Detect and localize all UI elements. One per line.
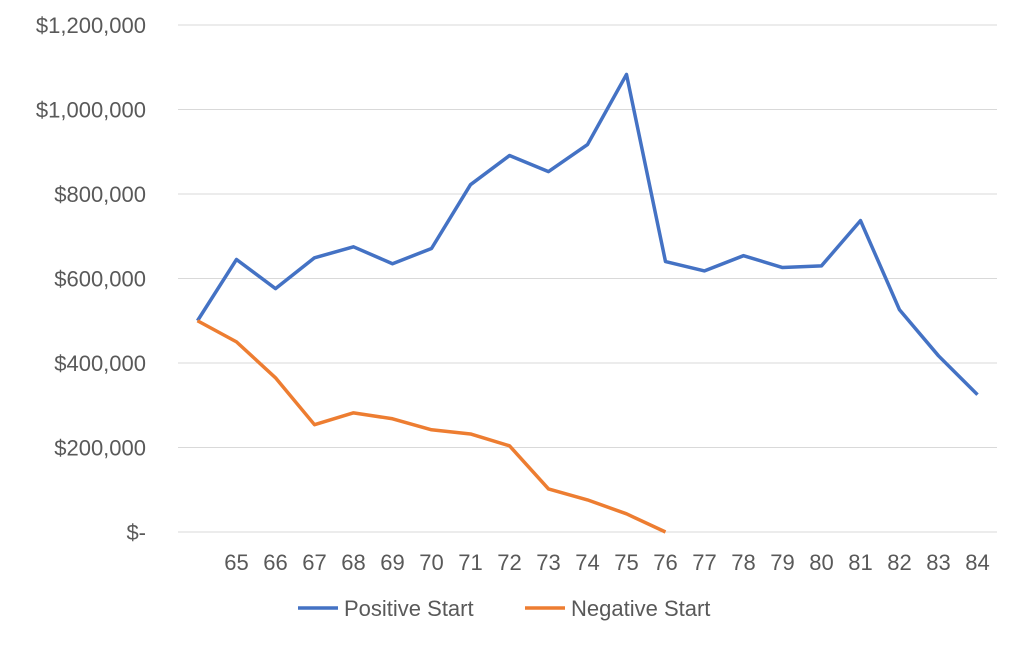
x-tick-label: 81 (848, 550, 872, 575)
y-tick-label: $800,000 (54, 182, 146, 207)
x-tick-label: 84 (965, 550, 989, 575)
y-tick-label: $200,000 (54, 436, 146, 461)
y-tick-label: $1,000,000 (36, 98, 146, 123)
legend-label: Negative Start (571, 596, 710, 621)
x-tick-label: 72 (497, 550, 521, 575)
y-tick-label: $600,000 (54, 267, 146, 292)
x-tick-label: 70 (419, 550, 443, 575)
x-tick-label: 82 (887, 550, 911, 575)
x-tick-label: 65 (224, 550, 248, 575)
x-tick-label: 75 (614, 550, 638, 575)
x-tick-label: 68 (341, 550, 365, 575)
x-tick-label: 80 (809, 550, 833, 575)
x-tick-label: 76 (653, 550, 677, 575)
y-tick-label: $- (126, 520, 146, 545)
y-tick-label: $1,200,000 (36, 13, 146, 38)
x-tick-label: 77 (692, 550, 716, 575)
x-tick-label: 71 (458, 550, 482, 575)
series-line-negative-start (196, 319, 667, 534)
x-tick-label: 66 (263, 550, 287, 575)
series-line-positive-start (196, 72, 979, 396)
x-tick-label: 73 (536, 550, 560, 575)
legend-label: Positive Start (344, 596, 474, 621)
x-tick-label: 74 (575, 550, 599, 575)
x-tick-label: 83 (926, 550, 950, 575)
x-tick-label: 78 (731, 550, 755, 575)
y-tick-label: $400,000 (54, 351, 146, 376)
x-tick-label: 79 (770, 550, 794, 575)
x-tick-label: 67 (302, 550, 326, 575)
x-tick-label: 69 (380, 550, 404, 575)
